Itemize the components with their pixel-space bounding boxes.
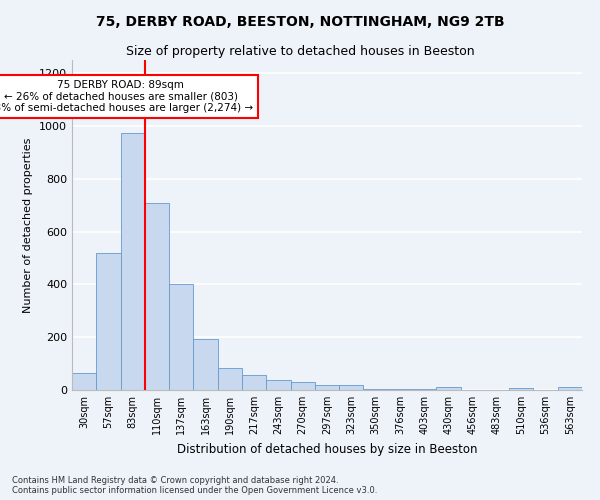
Bar bbox=[509, 388, 533, 390]
Bar bbox=[412, 389, 436, 390]
Bar bbox=[558, 388, 582, 390]
Bar bbox=[436, 388, 461, 390]
Text: 75 DERBY ROAD: 89sqm
← 26% of detached houses are smaller (803)
73% of semi-deta: 75 DERBY ROAD: 89sqm ← 26% of detached h… bbox=[0, 80, 253, 113]
Bar bbox=[218, 368, 242, 390]
Bar bbox=[169, 284, 193, 390]
Bar bbox=[388, 389, 412, 390]
Bar bbox=[315, 384, 339, 390]
Bar bbox=[266, 380, 290, 390]
Text: 75, DERBY ROAD, BEESTON, NOTTINGHAM, NG9 2TB: 75, DERBY ROAD, BEESTON, NOTTINGHAM, NG9… bbox=[95, 15, 505, 29]
Bar bbox=[145, 202, 169, 390]
X-axis label: Distribution of detached houses by size in Beeston: Distribution of detached houses by size … bbox=[177, 442, 477, 456]
Y-axis label: Number of detached properties: Number of detached properties bbox=[23, 138, 34, 312]
Bar bbox=[290, 382, 315, 390]
Bar bbox=[242, 376, 266, 390]
Text: Contains HM Land Registry data © Crown copyright and database right 2024.
Contai: Contains HM Land Registry data © Crown c… bbox=[12, 476, 377, 495]
Bar bbox=[193, 338, 218, 390]
Text: Size of property relative to detached houses in Beeston: Size of property relative to detached ho… bbox=[125, 45, 475, 58]
Bar bbox=[72, 373, 96, 390]
Bar bbox=[339, 385, 364, 390]
Bar bbox=[96, 252, 121, 390]
Bar bbox=[364, 388, 388, 390]
Bar bbox=[121, 132, 145, 390]
